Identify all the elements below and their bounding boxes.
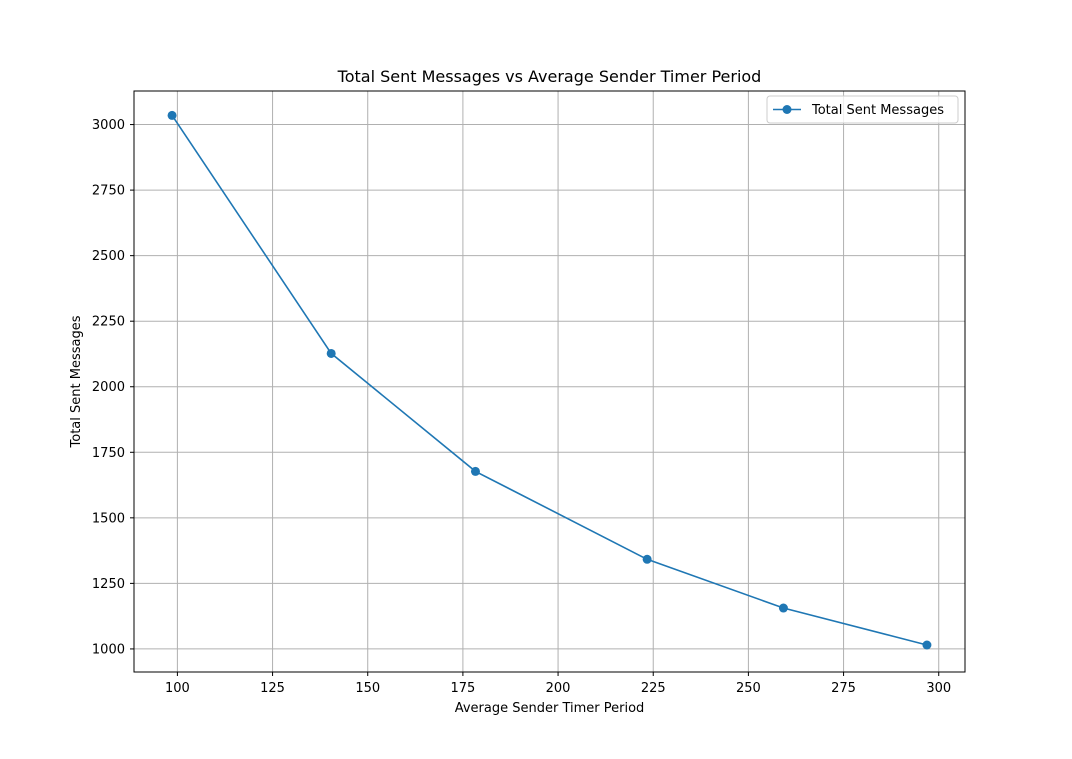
plot-area-frame [133,90,966,673]
y-axis-label: Total Sent Messages [69,315,84,448]
chart-title: Total Sent Messages vs Average Sender Ti… [337,67,762,86]
y-tick-label: 2500 [92,249,125,264]
data-point [642,554,652,564]
x-axis-label: Average Sender Timer Period [455,701,645,716]
x-tick-label: 150 [355,681,380,696]
y-tick-label: 1750 [92,446,125,461]
data-point [326,348,336,358]
legend-label: Total Sent Messages [811,103,944,118]
axis-ticks: 100 125 150 175 200 225 250 275 300 1000 1250 1500 1… [92,118,951,696]
x-tick-label: 100 [165,681,190,696]
data-point [167,110,177,120]
data-series [167,110,932,650]
x-tick-label: 125 [260,681,285,696]
y-tick-label: 2750 [92,184,125,199]
data-point [922,640,932,650]
x-tick-label: 200 [546,681,571,696]
series-line [171,114,928,646]
data-point [778,603,788,613]
legend-box [766,95,959,124]
y-tick-label: 1500 [92,511,125,526]
data-point [470,466,480,476]
y-tick-label: 2000 [92,380,125,395]
grid-lines [134,91,965,672]
x-tick-label: 250 [736,681,761,696]
y-tick-label: 2250 [92,315,125,330]
x-tick-label: 175 [450,681,475,696]
legend-marker [782,105,792,114]
y-tick-label: 1000 [92,642,125,657]
legend: Total Sent Messages [766,95,959,124]
x-tick-label: 275 [831,681,856,696]
y-tick-label: 3000 [92,118,125,133]
x-tick-label: 225 [641,681,666,696]
x-tick-label: 300 [926,681,951,696]
y-tick-label: 1250 [92,577,125,592]
